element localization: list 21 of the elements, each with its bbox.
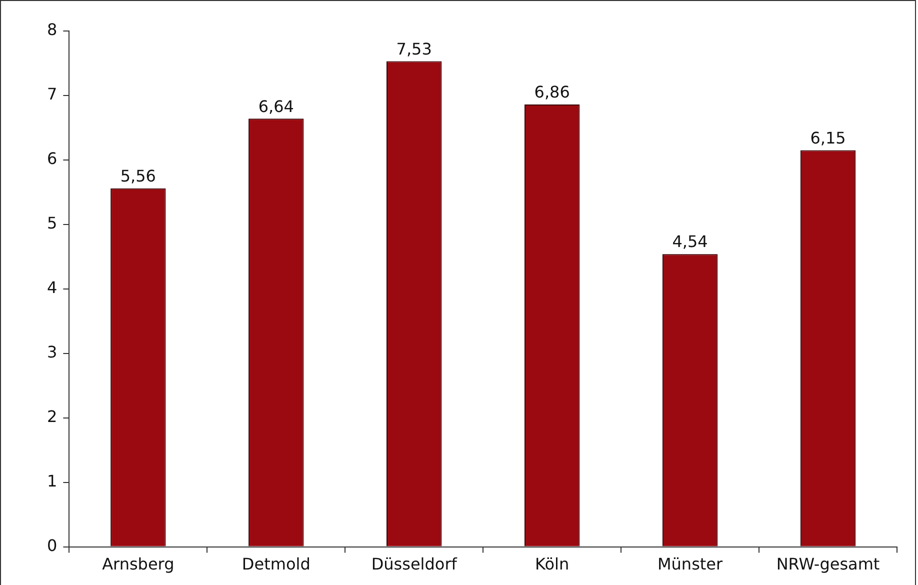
x-tick-label: Köln bbox=[535, 554, 570, 574]
data-label: 6,64 bbox=[258, 96, 294, 116]
data-label: 6,86 bbox=[534, 82, 570, 102]
y-tick-label: 4 bbox=[46, 278, 58, 298]
y-tick-label: 3 bbox=[46, 342, 58, 362]
x-tick-label: Münster bbox=[657, 554, 724, 574]
y-tick-label: 7 bbox=[46, 84, 58, 104]
data-label: 5,56 bbox=[120, 166, 156, 186]
x-tick-label: NRW-gesamt bbox=[776, 554, 880, 574]
y-tick-label: 2 bbox=[46, 407, 58, 426]
y-tick-label: 5 bbox=[46, 214, 58, 233]
y-tick-label: 0 bbox=[46, 536, 58, 555]
data-label: 7,53 bbox=[396, 39, 432, 58]
y-tick-label: 1 bbox=[46, 471, 58, 490]
y-tick-label: 6 bbox=[46, 149, 58, 168]
x-tick-label: Düsseldorf bbox=[371, 554, 458, 574]
x-tick-label: Detmold bbox=[242, 554, 310, 574]
x-tick-label: Arnsberg bbox=[102, 554, 174, 574]
data-label: 4,54 bbox=[672, 232, 708, 252]
data-label: 6,15 bbox=[810, 128, 846, 148]
y-tick-label: 8 bbox=[46, 20, 58, 40]
